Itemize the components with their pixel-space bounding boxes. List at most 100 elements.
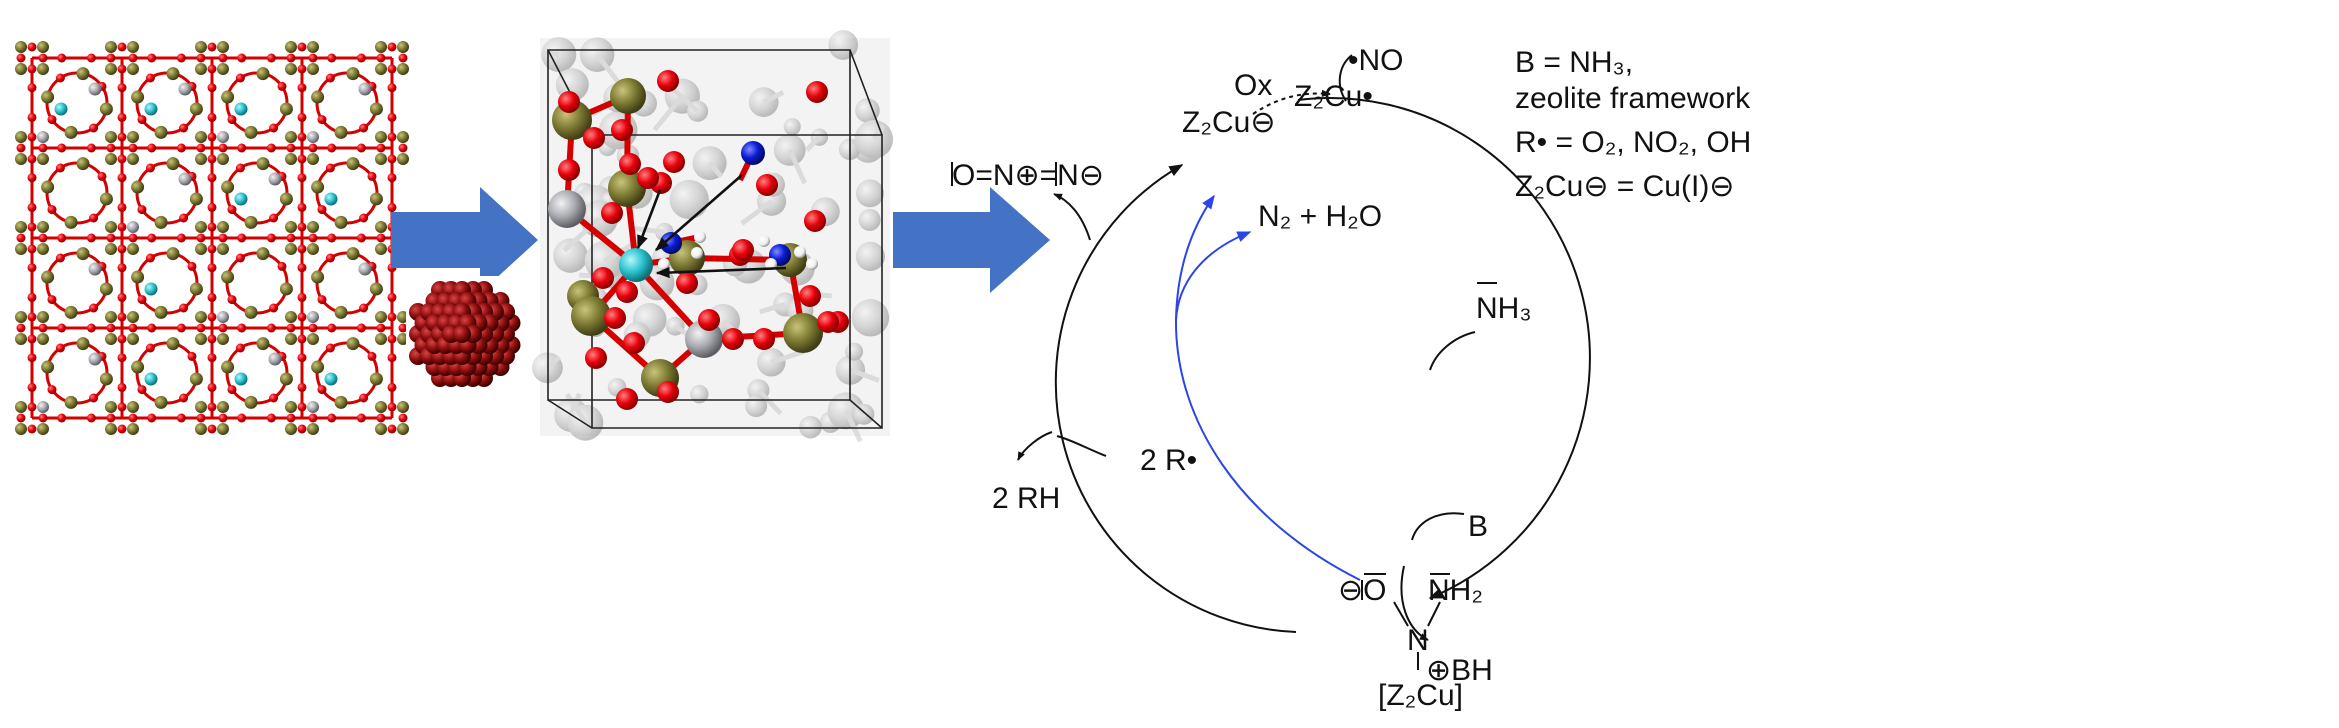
node-atom [15, 221, 27, 233]
base-label: B [1468, 510, 1488, 543]
copper-atom [324, 372, 338, 386]
oxygen-atom [297, 334, 307, 344]
node-atom [307, 401, 319, 413]
oxygen-atom [207, 334, 217, 344]
node-atom [285, 333, 297, 345]
oxygen-atom [128, 143, 138, 153]
node-atom [217, 401, 229, 413]
silicon-atom [154, 395, 168, 409]
silicon-atom [311, 270, 325, 284]
copper-atom [144, 102, 158, 116]
node-atom [37, 41, 49, 53]
oxygen-atom [86, 143, 96, 153]
oxygen-atom [227, 385, 237, 395]
node-atom [105, 243, 117, 255]
hydrogen-atom [658, 258, 670, 270]
intermediate-cu-label: [Z₂Cu] [1378, 679, 1463, 712]
node-atom [195, 333, 207, 345]
oxygen-atom [237, 143, 247, 153]
oxygen-atom [317, 205, 327, 215]
copper-atom [234, 102, 248, 116]
node-atom [127, 221, 139, 233]
oxygen-atom [237, 413, 247, 423]
oxygen-atom [137, 115, 147, 125]
oxygen-atom [27, 132, 37, 142]
hydrogen-atom [765, 258, 777, 270]
intermediate-n-label: N [1407, 624, 1429, 657]
oxygen-atom [356, 233, 366, 243]
node-atom [127, 131, 139, 143]
oxygen-atom [27, 222, 37, 232]
oxygen-atom [207, 312, 217, 322]
oxygen-atom [297, 353, 307, 363]
silicon-atom [346, 157, 360, 171]
oxygen-atom [27, 312, 37, 322]
oxygen-atom [317, 385, 327, 395]
oxygen-atom [117, 112, 127, 122]
node-atom [37, 63, 49, 75]
node-atom [195, 423, 207, 435]
oxygen-atom [27, 334, 37, 344]
node-atom [397, 423, 409, 435]
node-atom [217, 311, 229, 323]
copper-atom [324, 192, 338, 206]
silicon-atom [369, 192, 383, 206]
node-atom [105, 221, 117, 233]
oxygen-atom [27, 353, 37, 363]
node-atom [307, 41, 319, 53]
base-uptake-arrow [1411, 512, 1465, 541]
products-label: N₂ + H₂O [1258, 200, 1382, 233]
oxygen-atom [27, 173, 37, 183]
oxygen-atom [619, 153, 641, 175]
silicon-atom [166, 247, 180, 261]
decomposition-path-main [1174, 194, 1361, 581]
node-atom [195, 311, 207, 323]
no-radical-label: •NO [1348, 44, 1404, 77]
oxygen-atom [387, 353, 397, 363]
copper-atom [144, 282, 158, 296]
oxygen-atom [657, 70, 679, 92]
oxygen-atom [47, 205, 57, 215]
zeolite-framework-lattice [14, 40, 409, 435]
adsorption-arrows [636, 174, 787, 279]
oxygen-atom [89, 393, 99, 403]
oxygen-atom [128, 53, 138, 63]
oxygen-atom [27, 424, 37, 434]
silicon-atom [279, 192, 293, 206]
node-atom [105, 333, 117, 345]
oxygen-atom [367, 171, 377, 181]
oxygen-atom [38, 413, 48, 423]
node-atom [307, 423, 319, 435]
oxygen-atom [117, 334, 127, 344]
silicon-atom [256, 67, 270, 81]
oxygen-atom [297, 173, 307, 183]
oxygen-atom [297, 64, 307, 74]
no-uptake-arrow [1338, 54, 1353, 102]
oxygen-atom [207, 154, 217, 164]
silicon-atom [221, 90, 235, 104]
silicon-atom [221, 360, 235, 374]
silicon-atom [166, 67, 180, 81]
oxygen-atom [89, 303, 99, 313]
oxygen-atom [207, 64, 217, 74]
node-atom [195, 221, 207, 233]
oxygen-atom [145, 343, 155, 353]
oxygen-atom [147, 143, 157, 153]
oxygen-atom [325, 343, 335, 353]
node-atom [285, 423, 297, 435]
silicon-atom [131, 180, 145, 194]
oxygen-atom [55, 163, 65, 173]
oxygen-atom [269, 393, 279, 403]
oxygen-atom [376, 233, 386, 243]
intermediate-nh2-label: NH₂ [1428, 574, 1483, 607]
node-atom [15, 63, 27, 75]
silicon-atom [41, 90, 55, 104]
oxygen-atom [55, 253, 65, 263]
oxygen-atom [117, 202, 127, 212]
oxygen-atom [308, 53, 318, 63]
oxygen-atom [235, 163, 245, 173]
node-atom [375, 243, 387, 255]
oxygen-atom [117, 244, 127, 254]
copper-atom [234, 192, 248, 206]
oxygen-atom [804, 210, 826, 232]
